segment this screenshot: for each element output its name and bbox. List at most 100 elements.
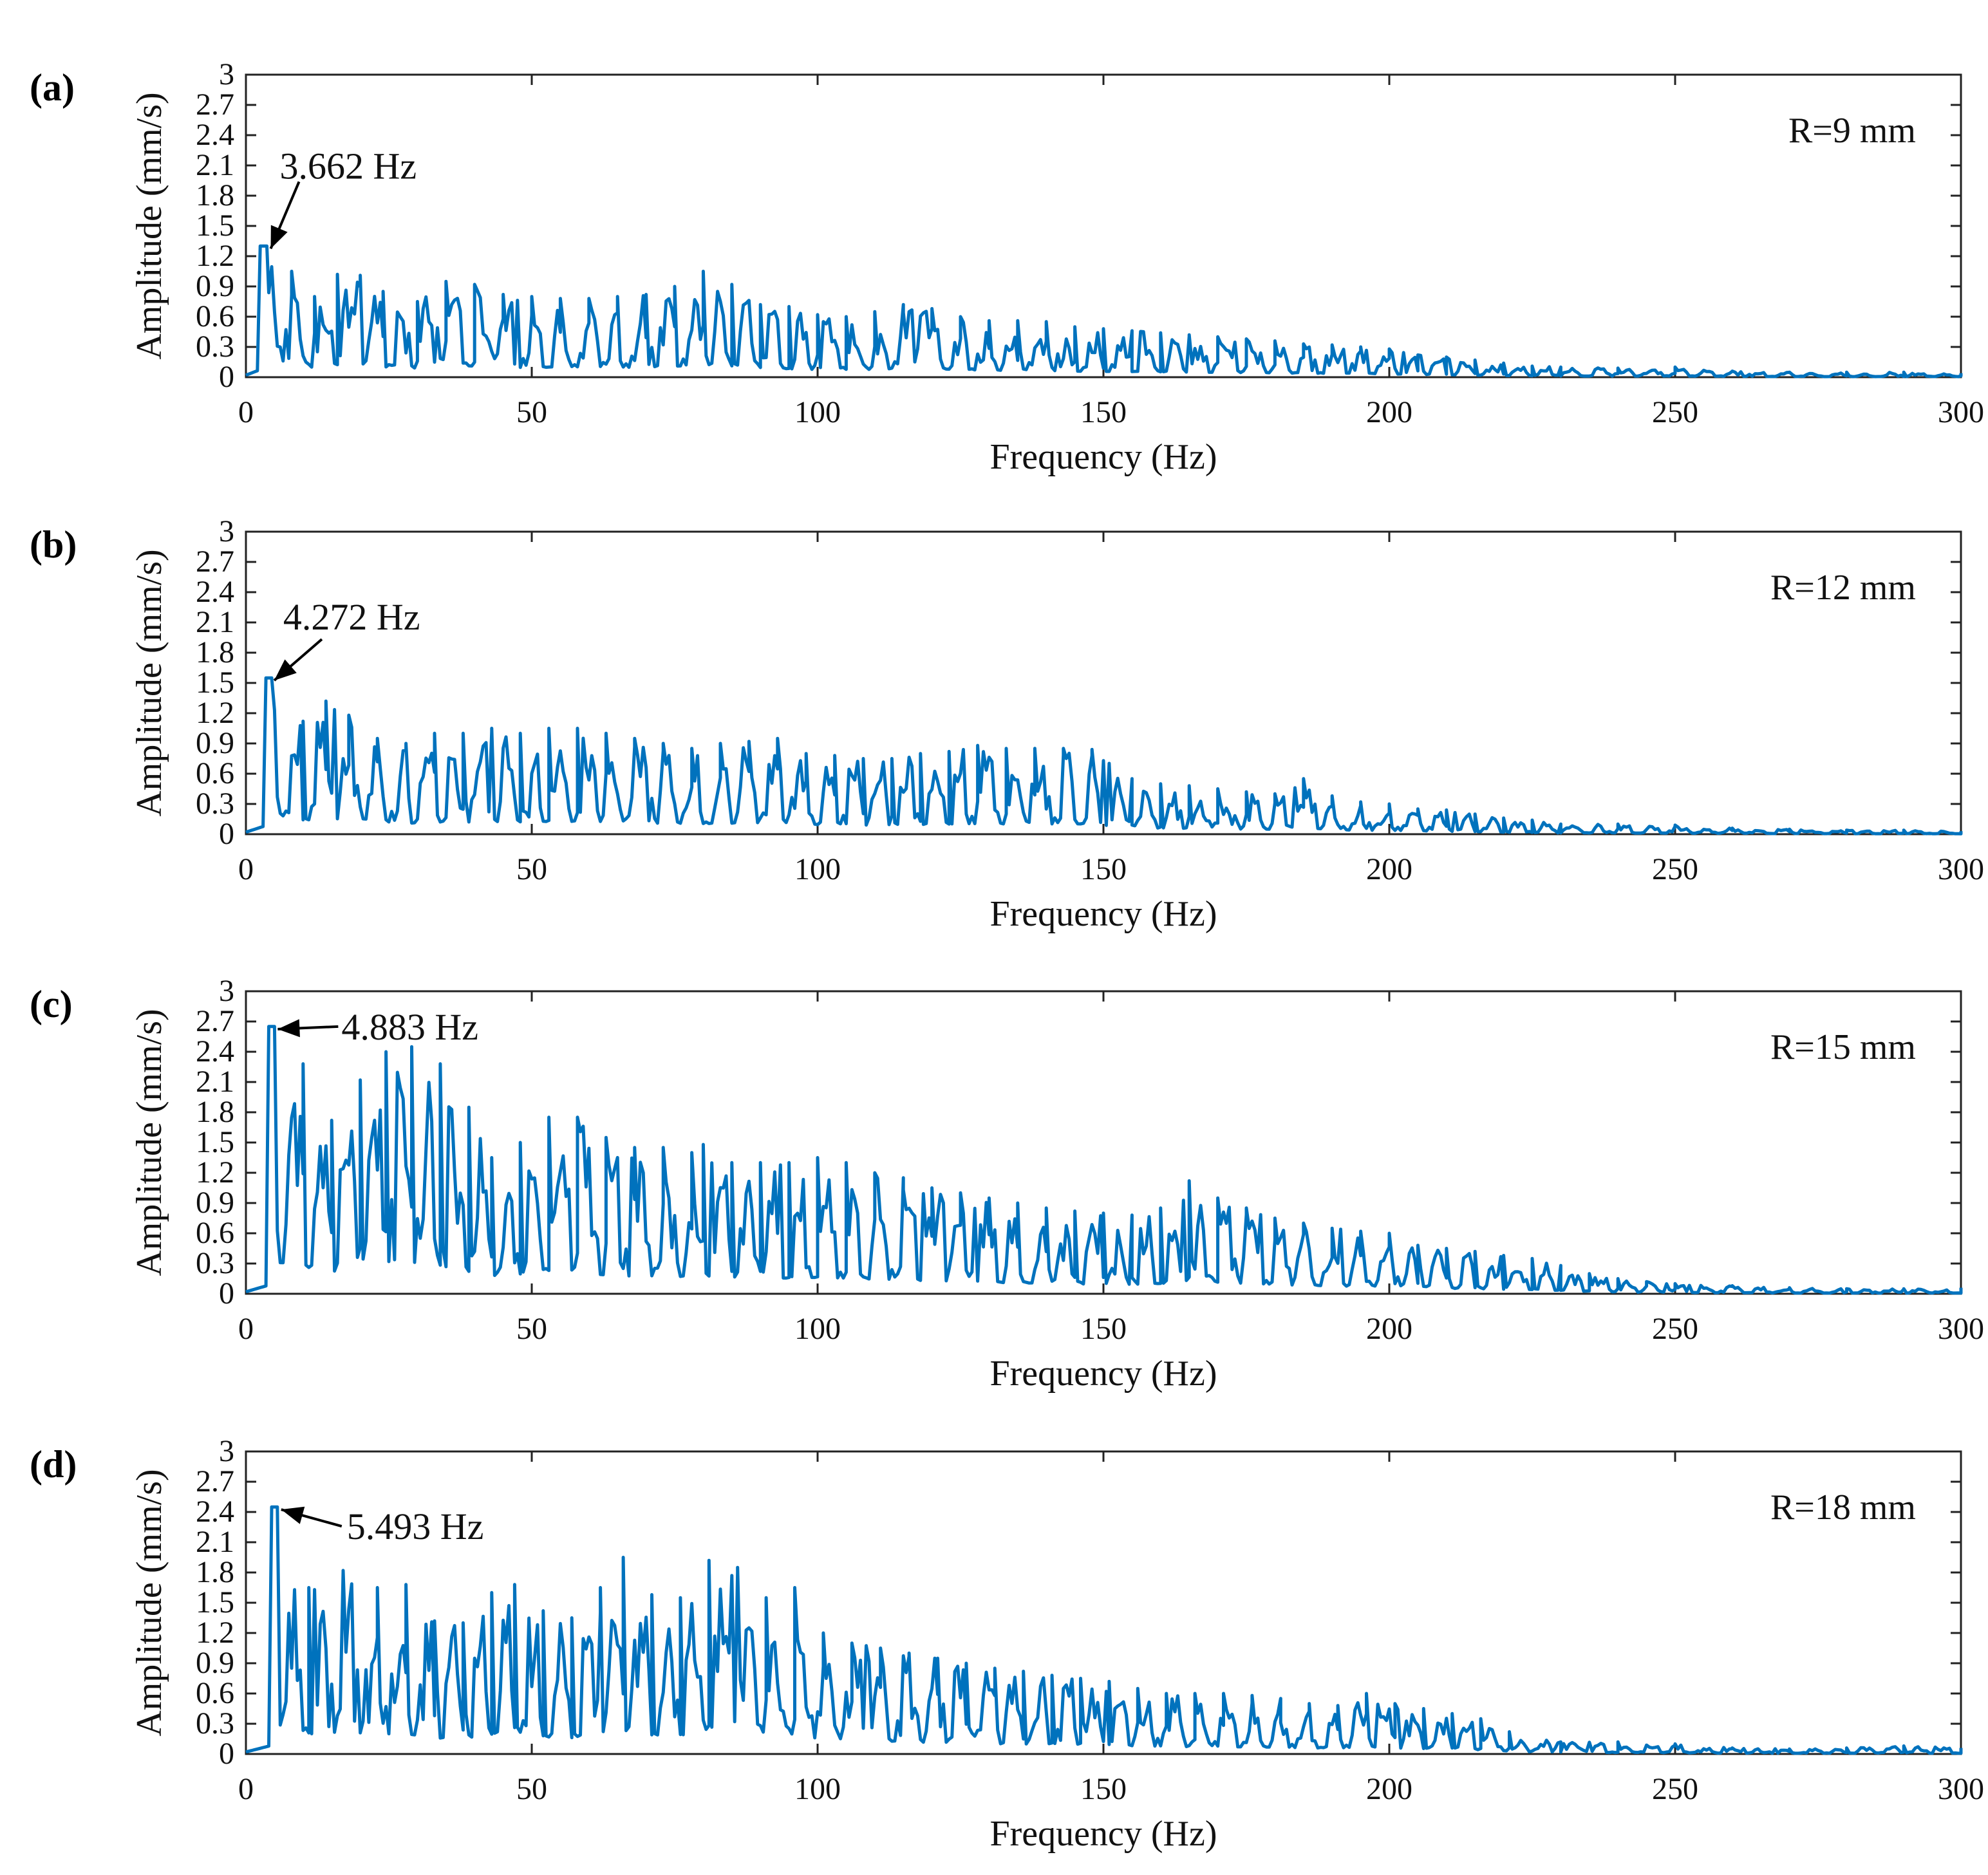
- y-tick-label: 0.6: [196, 1676, 234, 1710]
- y-tick-label: 0.9: [196, 269, 234, 303]
- y-tick-label: 0: [219, 360, 234, 394]
- y-tick-label: 1.2: [196, 1155, 234, 1189]
- annotation-label: 5.493 Hz: [347, 1506, 484, 1547]
- annotation-arrowhead: [274, 659, 297, 681]
- panel-label: (b): [30, 523, 77, 566]
- x-tick-label: 250: [1652, 395, 1698, 429]
- x-tick-label: 0: [238, 852, 254, 886]
- y-tick-label: 3: [219, 514, 234, 548]
- y-tick-label: 1.5: [196, 1585, 234, 1619]
- legend-label: R=18 mm: [1770, 1488, 1916, 1527]
- x-axis-title: Frequency (Hz): [990, 894, 1217, 934]
- y-tick-label: 2.7: [196, 1464, 234, 1498]
- annotation-label: 4.272 Hz: [283, 596, 420, 638]
- annotation-label: 3.662 Hz: [280, 145, 417, 187]
- y-axis-title: Amplitude (mm/s): [129, 92, 169, 359]
- x-tick-label: 250: [1652, 1312, 1698, 1346]
- y-tick-label: 1.2: [196, 239, 234, 273]
- y-tick-label: 3: [219, 57, 234, 91]
- y-tick-label: 3: [219, 974, 234, 1008]
- x-tick-label: 300: [1938, 852, 1984, 886]
- series-line: [245, 676, 1963, 835]
- y-tick-label: 3: [219, 1434, 234, 1468]
- y-tick-label: 2.7: [196, 1004, 234, 1038]
- y-axis-title: Amplitude (mm/s): [129, 549, 169, 816]
- series-line: [245, 1505, 1963, 1755]
- y-tick-label: 0.6: [196, 299, 234, 333]
- y-tick-label: 0: [219, 1276, 234, 1311]
- x-axis-title: Frequency (Hz): [990, 437, 1217, 477]
- y-tick-label: 0: [219, 817, 234, 851]
- y-tick-label: 2.4: [196, 1034, 234, 1068]
- y-tick-label: 0.6: [196, 1216, 234, 1250]
- x-axis-title: Frequency (Hz): [990, 1354, 1217, 1394]
- x-tick-label: 100: [794, 395, 841, 429]
- x-tick-label: 200: [1366, 395, 1412, 429]
- x-tick-label: 50: [516, 1312, 547, 1346]
- x-tick-label: 300: [1938, 395, 1984, 429]
- panel-label: (d): [30, 1443, 77, 1486]
- y-axis-title: Amplitude (mm/s): [129, 1469, 169, 1736]
- x-tick-label: 150: [1080, 1312, 1127, 1346]
- y-tick-label: 0.3: [196, 330, 234, 364]
- y-tick-label: 2.4: [196, 118, 234, 152]
- annotation-arrowhead: [270, 225, 288, 249]
- y-tick-label: 2.1: [196, 1525, 234, 1559]
- plot-frame: [245, 1450, 1962, 1755]
- y-tick-label: 1.5: [196, 1125, 234, 1159]
- y-tick-label: 1.2: [196, 696, 234, 730]
- y-tick-label: 2.1: [196, 605, 234, 639]
- x-tick-label: 300: [1938, 1312, 1984, 1346]
- y-tick-label: 0.9: [196, 1186, 234, 1220]
- y-tick-label: 0.3: [196, 1706, 234, 1740]
- y-tick-label: 0.3: [196, 787, 234, 821]
- y-tick-label: 2.4: [196, 1495, 234, 1529]
- y-tick-label: 2.7: [196, 545, 234, 579]
- legend-label: R=15 mm: [1770, 1027, 1916, 1067]
- y-tick-label: 1.8: [196, 178, 234, 212]
- y-tick-label: 1.8: [196, 1555, 234, 1589]
- y-tick-label: 0.6: [196, 756, 234, 790]
- y-tick-label: 0: [219, 1737, 234, 1771]
- x-tick-label: 150: [1080, 395, 1127, 429]
- legend-label: R=9 mm: [1788, 111, 1916, 151]
- panel-a: 0 50 100 150 200 250 300 00.30.60.91.21.51.82.1…: [30, 57, 1984, 477]
- y-tick-label: 0.9: [196, 1646, 234, 1680]
- series-line: [245, 244, 1963, 378]
- x-tick-label: 50: [516, 1772, 547, 1806]
- y-tick-label: 2.7: [196, 88, 234, 122]
- panel-b: 0 50 100 150 200 250 300 00.30.60.91.21.51.82.1…: [30, 514, 1984, 934]
- y-tick-label: 0.3: [196, 1246, 234, 1280]
- y-tick-label: 1.8: [196, 1095, 234, 1129]
- y-tick-label: 1.2: [196, 1616, 234, 1650]
- x-tick-label: 100: [794, 1772, 841, 1806]
- x-tick-label: 250: [1652, 1772, 1698, 1806]
- x-tick-label: 200: [1366, 1312, 1412, 1346]
- y-tick-label: 0.9: [196, 726, 234, 760]
- x-tick-label: 0: [238, 1312, 254, 1346]
- x-tick-label: 0: [238, 1772, 254, 1806]
- y-tick-label: 1.5: [196, 209, 234, 243]
- y-tick-label: 2.1: [196, 148, 234, 182]
- annotation-arrowhead: [277, 1019, 300, 1038]
- x-tick-label: 200: [1366, 1772, 1412, 1806]
- annotation-arrowhead: [281, 1506, 305, 1524]
- x-tick-label: 150: [1080, 852, 1127, 886]
- panel-c: 0 50 100 150 200 250 300 00.30.60.91.21.51.82.1…: [30, 974, 1984, 1394]
- x-tick-label: 100: [794, 852, 841, 886]
- y-tick-label: 2.4: [196, 575, 234, 609]
- x-tick-label: 200: [1366, 852, 1412, 886]
- x-tick-label: 250: [1652, 852, 1698, 886]
- y-tick-label: 2.1: [196, 1065, 234, 1099]
- x-tick-label: 150: [1080, 1772, 1127, 1806]
- annotation-label: 4.883 Hz: [341, 1006, 478, 1048]
- x-tick-label: 50: [516, 852, 547, 886]
- legend-label: R=12 mm: [1770, 568, 1916, 608]
- y-tick-label: 1.5: [196, 666, 234, 700]
- x-tick-label: 300: [1938, 1772, 1984, 1806]
- panel-d: 0 50 100 150 200 250 300 00.30.60.91.21.51.82.1…: [30, 1434, 1984, 1854]
- x-tick-label: 100: [794, 1312, 841, 1346]
- x-tick-label: 0: [238, 395, 254, 429]
- y-axis-title: Amplitude (mm/s): [129, 1009, 169, 1276]
